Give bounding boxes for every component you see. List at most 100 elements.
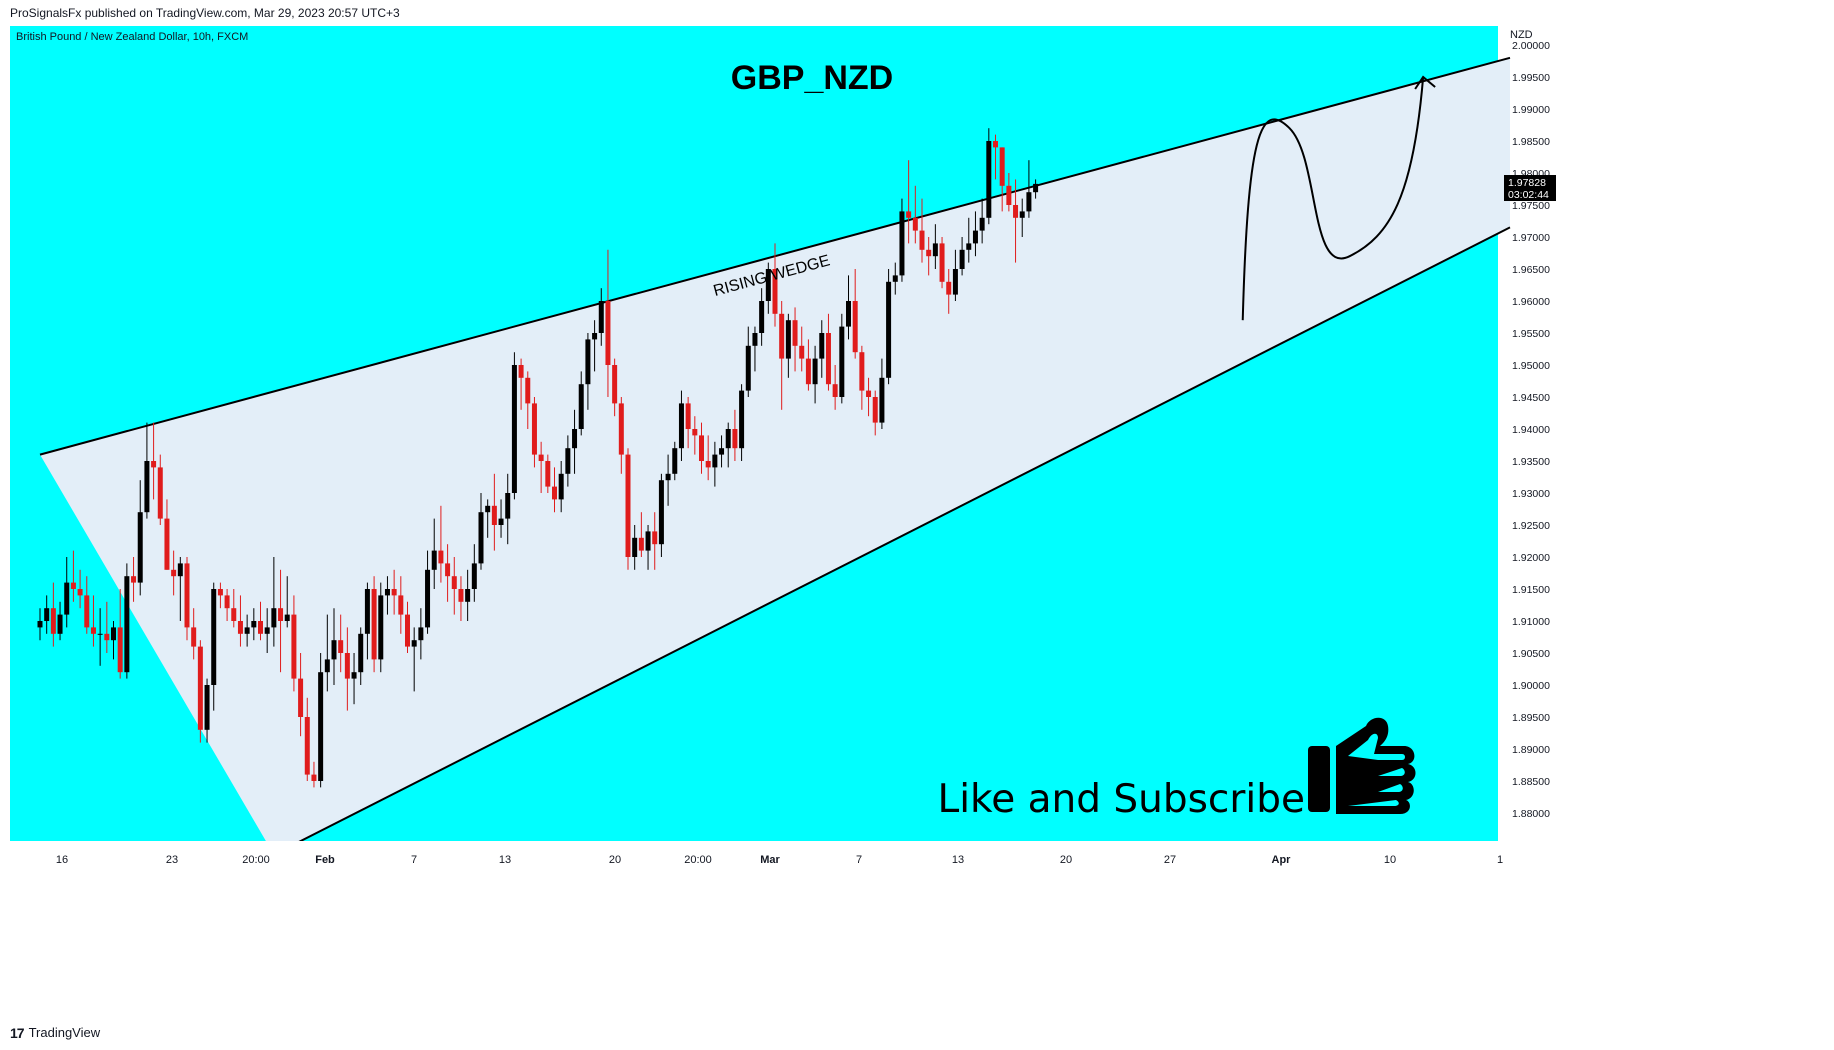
price-chart[interactable]: RISING WEDGE 1.880001.885001.890001.8950…	[10, 26, 1824, 1016]
candle-body	[191, 627, 197, 647]
candle-body	[231, 608, 237, 621]
candle-body	[84, 595, 90, 628]
candle-body	[745, 345, 751, 391]
candle-body	[244, 627, 250, 634]
candle-body	[117, 627, 123, 673]
candle-body	[378, 595, 384, 660]
price-tick-label: 1.93000	[1512, 488, 1550, 500]
candle-body	[197, 646, 203, 730]
time-tick-label: 20	[1060, 854, 1072, 866]
candle-body	[946, 281, 952, 295]
candle-body	[825, 333, 831, 385]
candle-body	[364, 589, 370, 634]
candle-body	[852, 301, 858, 353]
candle-body	[525, 377, 531, 404]
candle-body	[712, 454, 718, 468]
candle-body	[111, 627, 116, 641]
candle-body	[70, 582, 76, 589]
candle-body	[77, 589, 83, 596]
candle-body	[384, 589, 390, 596]
price-tick-label: 1.97500	[1512, 200, 1550, 212]
price-tick-label: 1.93500	[1512, 456, 1550, 468]
candle-body	[431, 550, 437, 570]
candle-body	[104, 633, 110, 641]
chart-area[interactable]: RISING WEDGE 1.88000 1.88500 1.89000 1.8950…	[10, 26, 1824, 1016]
candle-body	[999, 147, 1005, 186]
candle-body	[685, 403, 691, 429]
time-tick-label: 23	[166, 854, 178, 866]
time-tick-label: Apr	[1272, 854, 1292, 866]
price-tick-label: 1.99500	[1512, 72, 1550, 84]
candle-body	[298, 678, 304, 717]
candle-body	[805, 358, 811, 385]
candle-body	[184, 563, 190, 628]
candle-body	[224, 595, 230, 609]
candle-body	[719, 448, 725, 455]
price-tick-label: 1.91000	[1512, 616, 1550, 628]
time-tick-label: 7	[411, 854, 417, 866]
brand-name: TradingView	[28, 1025, 101, 1040]
candle-body	[759, 301, 765, 333]
candle-body	[558, 473, 564, 500]
price-tick-label: 1.96500	[1512, 264, 1550, 276]
time-tick-label: 7	[856, 854, 862, 866]
time-tick-label: 27	[1164, 854, 1176, 866]
candle-body	[344, 653, 350, 679]
price-tick-label: 1.98500	[1512, 136, 1550, 148]
candle-body	[491, 505, 497, 525]
candle-body	[518, 365, 524, 378]
candle-body	[284, 614, 290, 621]
countdown-label: 03:02:44	[1508, 189, 1549, 201]
candle-body	[144, 461, 150, 513]
price-tick-label: 1.92500	[1512, 520, 1550, 532]
price-tick-label: 1.94000	[1512, 424, 1550, 436]
candle-body	[612, 365, 618, 404]
candle-body	[665, 473, 671, 481]
candle-body	[505, 493, 511, 519]
time-axis-background	[10, 841, 1824, 1016]
price-tick-label: 1.90500	[1512, 648, 1550, 660]
candle-body	[846, 301, 851, 327]
price-tick-label: 1.94500	[1512, 392, 1550, 404]
candle-body	[892, 275, 898, 282]
candle-body	[859, 352, 865, 391]
candle-body	[97, 633, 103, 635]
publisher-line: ProSignalsFx published on TradingView.co…	[10, 6, 400, 20]
candle-body	[258, 621, 263, 634]
candle-body	[598, 301, 604, 333]
candle-body	[157, 467, 163, 519]
candle-body	[625, 454, 631, 557]
time-tick-label: 20:00	[684, 854, 712, 866]
time-tick-label: 20:00	[242, 854, 270, 866]
candle-body	[411, 640, 417, 647]
candle-body	[592, 333, 598, 340]
candle-body	[338, 640, 344, 653]
candle-body	[1026, 192, 1032, 212]
candle-body	[739, 390, 745, 449]
price-tick-label: 1.96000	[1512, 296, 1550, 308]
candle-body	[311, 774, 317, 781]
candle-body	[465, 589, 471, 602]
candle-body	[264, 627, 270, 634]
candle-body	[278, 608, 284, 621]
candle-body	[652, 531, 658, 545]
candle-body	[445, 563, 451, 577]
price-tick-label: 1.91500	[1512, 584, 1550, 596]
time-tick-label: 20	[609, 854, 621, 866]
candle-body	[211, 589, 217, 685]
price-tick-label: 2.00000	[1512, 40, 1550, 52]
thumbs-up-inner	[1348, 733, 1405, 806]
candle-body	[425, 569, 431, 628]
candle-body	[351, 672, 357, 679]
candle-body	[906, 211, 912, 218]
price-tick-label: 1.89000	[1512, 744, 1550, 756]
time-tick-label: 1	[1497, 854, 1503, 866]
candle-body	[972, 230, 978, 244]
candle-body	[1033, 183, 1039, 193]
candle-body	[993, 141, 998, 148]
candle-body	[331, 640, 337, 660]
thumbs-up-icon	[1308, 717, 1416, 814]
candle-body	[451, 576, 457, 589]
candle-body	[832, 384, 838, 397]
projection-path	[1241, 76, 1425, 321]
